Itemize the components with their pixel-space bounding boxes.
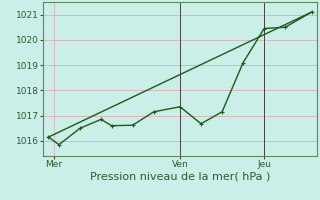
X-axis label: Pression niveau de la mer( hPa ): Pression niveau de la mer( hPa ) bbox=[90, 172, 270, 182]
